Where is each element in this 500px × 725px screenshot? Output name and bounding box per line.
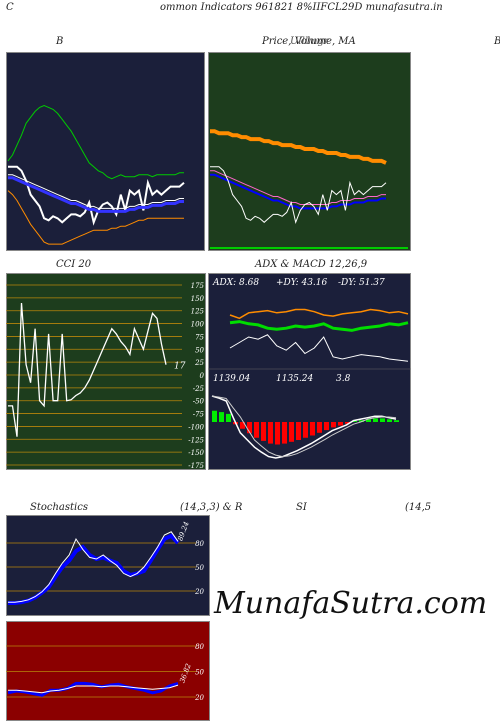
bb-close-line [8,165,185,226]
bb-lower-line [7,190,184,245]
macd-hist-bar [310,422,315,436]
macd-hist-bar [296,422,301,440]
rsi-tick-label: 50 [195,669,204,677]
macd-hist-bar [261,422,266,441]
adx-value-label: ADX: 8.68 [212,278,259,288]
cci-last-label: 17 [174,362,186,372]
cci-tick-label: -175 [188,462,204,470]
macd-hist-bar [219,412,224,422]
price-title-overlay: Ulllmgr [290,36,329,47]
cci-tick-label: 175 [191,282,205,290]
macd-hist-bar [303,422,308,438]
bb-chart [6,52,205,251]
macd-hist-bar [247,422,252,434]
bb-upper-line [7,104,184,180]
cci-tick-label: 75 [195,333,204,341]
macd-signal-line [211,395,397,458]
watermark: MunafaSutra.com [214,586,488,621]
cci-tick-label: 50 [195,346,204,354]
macd-hist-bar [394,420,399,422]
plus-di-label: +DY: 43.16 [276,278,328,288]
stoch-d-line [8,531,179,603]
page-title: ommon Indicators 961821 8%IIFCL29D munaf… [160,2,443,13]
adx-adx-line [229,334,409,362]
stoch-k-line [8,533,180,605]
macd-hist-bar [289,422,294,442]
cci-tick-label: -100 [188,423,204,431]
macd-hist-bar [345,422,350,424]
macd-hist-bar [387,419,392,422]
macd-hist-bar [212,410,217,422]
bb-middle-line [8,174,184,209]
stoch-title-left: Stochastics [30,502,88,513]
rsi-smooth-line [8,684,179,694]
macd-hist-bar [373,418,378,422]
cci-chart: 175 150 125 100 75 50 25 0 -25 -50 -75 -100 -125 -150… [6,273,206,470]
bb-middle-band-shadow [8,176,184,213]
macd-hist-bar [275,422,280,445]
macd-hist-bar [380,418,385,422]
cci-tick-label: -75 [193,411,205,419]
adx-macd-chart: ADX: 8.68 +DY: 43.16 -DY: 51.37 1139.04 … [208,273,411,470]
header-left-letter: C [6,2,14,13]
price-chart [208,52,411,251]
cci-tick-label: 125 [191,308,205,316]
cci-line [8,302,167,437]
macd-hist-bar [324,422,329,431]
cci-title: CCI 20 [56,259,92,270]
macd-hist-bar [331,422,336,428]
macd-hist-bar [352,421,357,422]
cci-tick-label: -125 [188,436,204,444]
right-edge-letter: B [494,36,500,47]
adx-title: ADX & MACD 12,26,9 [255,259,368,270]
adx-plusminus-di-line [229,320,409,332]
rsi-title-right: (14,5 [405,502,432,513]
macd-hist-label: 3.8 [336,374,351,384]
macd-value-label: 1139.04 [213,374,250,384]
macd-hist-bar [226,413,231,422]
rsi-line [7,681,179,697]
rsi-tick-label: 80 [195,643,204,651]
cci-tick-label: 0 [200,372,205,380]
cci-tick-label: -25 [193,385,205,393]
cci-tick-label: 100 [191,321,205,329]
macd-hist-bar [240,422,245,429]
macd-signal-label: 1135.24 [276,374,313,384]
adx-minus-di-line [229,308,409,320]
macd-hist-bar [268,422,273,444]
price-title: Price, Volume, MA [262,36,356,47]
rsi-tick-label: 20 [194,694,204,702]
price-close-line [210,166,387,225]
macd-hist-bar [366,419,371,422]
macd-hist-bar [338,422,343,426]
stoch-tick-label: 50 [195,564,204,572]
price-ma-long-line [210,129,387,165]
cci-tick-label: -50 [193,398,205,406]
cci-tick-label: 150 [191,295,205,303]
cci-tick-label: -150 [188,449,204,457]
price-ma-short-line [210,173,386,210]
macd-hist-bar [282,422,287,444]
rsi-title: SI [296,502,307,513]
stoch-tick-label: 80 [195,540,204,548]
macd-hist-bar [254,422,259,438]
bb-title: B [56,36,64,47]
stoch-tick-label: 20 [194,588,204,596]
stoch-title-mid: (14,3,3) & R [180,502,243,513]
macd-line [211,395,397,459]
macd-hist-bar [317,422,322,433]
cci-tick-label: 25 [194,359,204,367]
minus-di-label: -DY: 51.37 [338,278,385,288]
price-ma-mid-line [210,170,386,205]
